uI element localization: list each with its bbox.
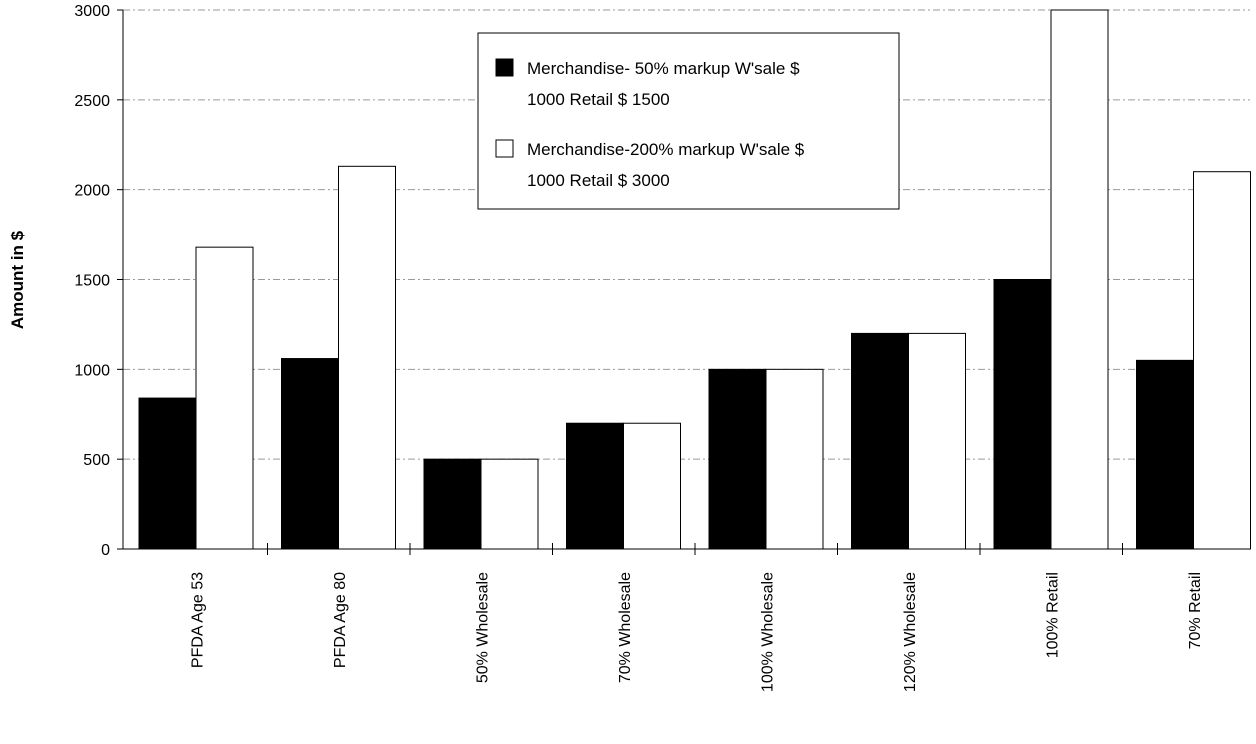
x-tick-labels: PFDA Age 53 PFDA Age 80 50% Wholesale 70% W… (189, 572, 1204, 692)
bar-series-1-0 (138, 397, 197, 550)
bar-series-2-0 (195, 246, 254, 550)
bar-series-1-6 (993, 279, 1052, 550)
bars (138, 9, 1251, 550)
bar-series-2-5 (908, 332, 966, 550)
x-tick-label: 50% Wholesale (474, 572, 491, 683)
bar-series-1-1 (281, 358, 339, 550)
x-tick-label: 100% Wholesale (759, 572, 776, 692)
bar-series-1-3 (566, 422, 624, 550)
legend-label-series-2-line-2: 1000 Retail $ 3000 (527, 171, 670, 190)
bar-series-2-7 (1193, 171, 1251, 550)
bar-series-2-6 (1050, 9, 1109, 550)
bar-series-2-2 (480, 458, 539, 550)
y-tick-label: 1500 (74, 273, 110, 290)
x-tick-label: PFDA Age 53 (189, 572, 206, 668)
y-axis-title: Amount in $ (8, 230, 27, 329)
bar-series-2-4 (765, 368, 824, 550)
y-tick-label: 0 (101, 542, 110, 559)
legend: Merchandise- 50% markup W'sale $ 1000 Re… (477, 32, 900, 210)
y-tick-label: 2500 (74, 93, 110, 110)
legend-label-series-2-line-1: Merchandise-200% markup W'sale $ (527, 140, 805, 159)
bar-series-2-1 (338, 165, 396, 550)
x-tick-label: 120% Wholesale (902, 572, 919, 692)
bar-series-1-7 (1136, 359, 1194, 550)
x-tick-label: 100% Retail (1044, 572, 1061, 658)
bar-series-1-5 (851, 332, 909, 550)
axes (117, 9, 1250, 555)
y-tick-label: 1000 (74, 362, 110, 379)
legend-swatch-series-2 (495, 139, 514, 158)
x-tick-label: 70% Wholesale (617, 572, 634, 683)
y-tick-label: 500 (83, 452, 110, 469)
legend-swatch-series-1 (495, 58, 514, 77)
y-tick-label: 2000 (74, 183, 110, 200)
x-tick-label: PFDA Age 80 (332, 572, 349, 668)
legend-label-series-1-line-2: 1000 Retail $ 1500 (527, 90, 670, 109)
bar-series-1-4 (708, 368, 767, 550)
y-tick-labels: 0 500 1000 1500 2000 2500 3000 (74, 3, 110, 559)
bar-series-1-2 (423, 458, 482, 550)
bar-series-2-3 (623, 422, 681, 550)
legend-label-series-1-line-1: Merchandise- 50% markup W'sale $ (527, 59, 800, 78)
x-tick-label: 70% Retail (1187, 572, 1204, 649)
y-tick-label: 3000 (74, 3, 110, 20)
legend-box (477, 32, 900, 210)
